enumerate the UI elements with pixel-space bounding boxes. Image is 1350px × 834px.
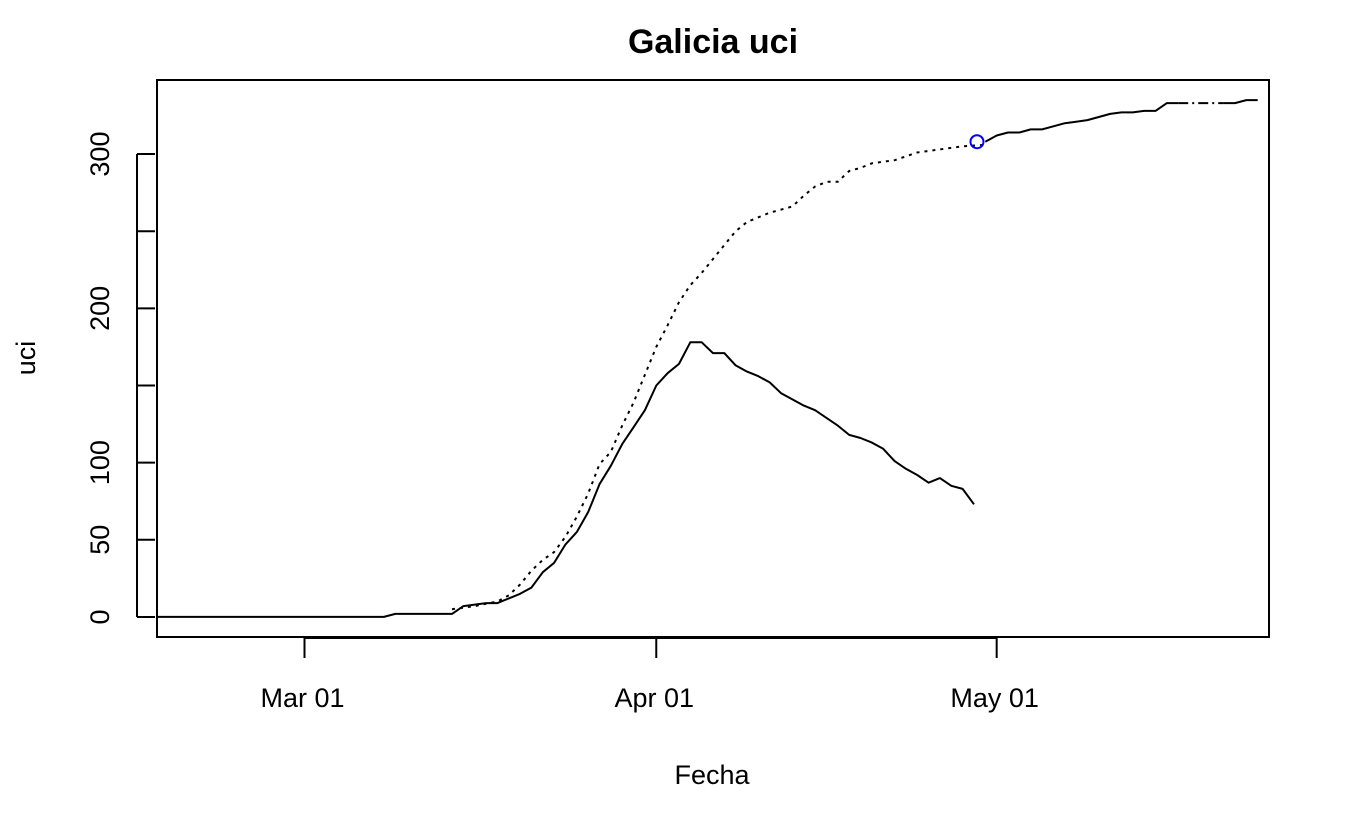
y-axis-label: uci [11,341,41,376]
series-line-solid [984,102,1179,143]
x-axis-label: Fecha [674,760,750,790]
x-tick-label: May 01 [950,683,1039,713]
y-tick-label: 0 [85,609,115,624]
x-tick-label: Mar 01 [260,683,344,713]
y-tick-label: 50 [85,525,115,555]
y-tick-label: 100 [85,440,115,485]
series-line-dotted [451,143,986,611]
x-axis: Mar 01 Apr 01 May 01 [260,637,1039,713]
x-tick-label: Apr 01 [614,683,694,713]
series-line-solid [1223,99,1258,105]
series-line-solid [157,341,975,618]
chart-title: Galicia uci [628,23,798,61]
plot-frame [156,79,1270,638]
data-point-marker [969,134,985,150]
y-tick-label: 200 [85,286,115,331]
series-layer [157,99,1258,618]
y-tick-label: 300 [85,132,115,177]
y-axis: 0 50 100 200 300 [85,132,155,624]
marker-layer [969,134,985,150]
